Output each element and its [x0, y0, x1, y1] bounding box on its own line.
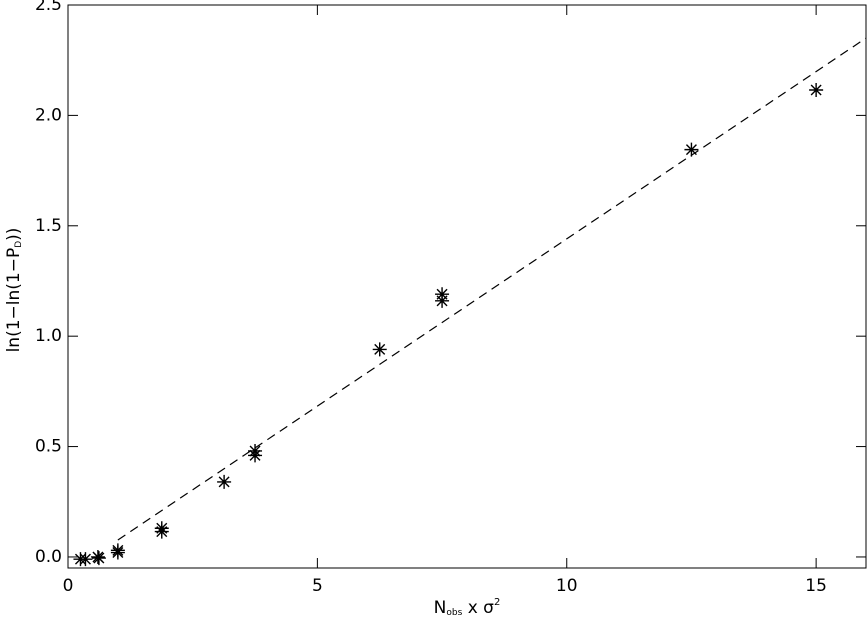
data-point: [217, 474, 232, 489]
x-tick-label: 0: [63, 576, 74, 596]
y-label-rest: )): [4, 228, 24, 241]
data-point: [435, 293, 450, 308]
x-tick-label: 15: [805, 576, 827, 596]
data-point: [91, 551, 106, 566]
y-axis-label: ln(1−ln(1−PD)): [4, 228, 24, 353]
y-tick-label: 2.0: [35, 105, 62, 125]
data-point: [154, 524, 169, 539]
data-point: [248, 448, 263, 463]
data-point: [684, 142, 699, 157]
x-axis-label: Nobs x σ2: [434, 597, 501, 618]
y-tick-label: 2.5: [35, 0, 62, 15]
x-label-rest: x σ: [462, 598, 494, 618]
plot-frame: [67, 4, 867, 569]
fit-line: [117, 37, 867, 541]
data-point: [110, 545, 125, 560]
data-point: [809, 83, 824, 98]
y-tick-label: 1.0: [35, 326, 62, 346]
x-tick-label: 10: [556, 576, 578, 596]
y-tick-label: 1.5: [35, 216, 62, 236]
data-point: [78, 552, 93, 567]
data-point: [372, 342, 387, 357]
y-label-sub: D: [14, 241, 24, 248]
y-tick-label: 0.0: [35, 547, 62, 567]
y-tick-label: 0.5: [35, 437, 62, 457]
x-label-sup: 2: [494, 597, 500, 608]
x-label-main: N: [434, 598, 447, 618]
x-label-sub: obs: [446, 608, 462, 618]
x-tick-label: 5: [312, 576, 323, 596]
y-label-main: ln(1−ln(1−P: [4, 248, 24, 353]
